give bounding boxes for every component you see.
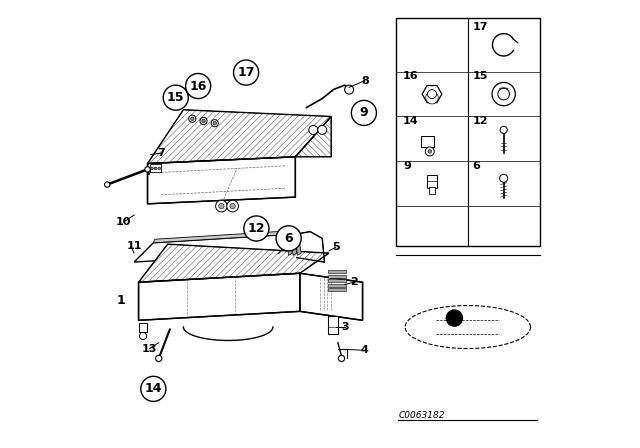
- Text: 5: 5: [332, 242, 339, 252]
- Circle shape: [309, 125, 318, 134]
- Circle shape: [446, 310, 463, 326]
- Text: 2: 2: [349, 277, 358, 287]
- Circle shape: [216, 200, 227, 212]
- Text: 10: 10: [116, 217, 131, 227]
- Circle shape: [428, 90, 436, 99]
- Text: 13: 13: [142, 344, 157, 353]
- Polygon shape: [134, 234, 298, 262]
- Text: 16: 16: [189, 79, 207, 93]
- Circle shape: [492, 82, 515, 106]
- Bar: [150, 164, 161, 172]
- Bar: [396, 18, 540, 246]
- Circle shape: [104, 182, 110, 187]
- Text: 7: 7: [157, 148, 165, 158]
- Polygon shape: [292, 244, 297, 255]
- Circle shape: [200, 117, 207, 125]
- Text: C0063182: C0063182: [398, 411, 445, 420]
- Circle shape: [150, 167, 154, 170]
- Circle shape: [428, 150, 431, 153]
- Circle shape: [230, 203, 236, 209]
- Polygon shape: [300, 273, 362, 320]
- Circle shape: [425, 147, 435, 156]
- Text: 4: 4: [361, 345, 369, 355]
- Circle shape: [191, 117, 194, 121]
- Circle shape: [244, 216, 269, 241]
- Circle shape: [154, 167, 157, 170]
- Bar: [328, 279, 346, 282]
- Bar: [140, 323, 147, 332]
- Text: 6: 6: [472, 161, 480, 171]
- Circle shape: [141, 376, 166, 401]
- Text: 15: 15: [472, 71, 488, 81]
- Text: 9: 9: [403, 161, 411, 171]
- Polygon shape: [296, 244, 301, 255]
- Circle shape: [227, 200, 239, 212]
- Circle shape: [202, 119, 205, 123]
- Bar: [429, 187, 435, 194]
- Polygon shape: [154, 230, 299, 243]
- Text: 12: 12: [472, 116, 488, 126]
- Circle shape: [351, 100, 376, 125]
- Text: 11: 11: [126, 241, 142, 251]
- Bar: [328, 275, 346, 278]
- Text: 3: 3: [341, 322, 348, 332]
- Polygon shape: [139, 244, 329, 282]
- Circle shape: [234, 60, 259, 85]
- Polygon shape: [422, 86, 442, 103]
- Circle shape: [213, 121, 216, 125]
- Polygon shape: [296, 116, 332, 157]
- Text: 14: 14: [145, 382, 162, 396]
- Text: 17: 17: [237, 66, 255, 79]
- Circle shape: [145, 167, 150, 172]
- Circle shape: [500, 126, 508, 134]
- Circle shape: [500, 174, 508, 182]
- Circle shape: [498, 88, 509, 100]
- Text: 15: 15: [167, 91, 184, 104]
- Circle shape: [163, 85, 188, 110]
- Circle shape: [317, 125, 327, 134]
- Text: 6: 6: [284, 232, 293, 245]
- Bar: [328, 270, 346, 273]
- Circle shape: [426, 91, 438, 104]
- Polygon shape: [148, 110, 332, 164]
- Text: 14: 14: [403, 116, 419, 126]
- Polygon shape: [148, 157, 296, 204]
- Polygon shape: [287, 244, 292, 255]
- Circle shape: [339, 355, 345, 362]
- Circle shape: [344, 85, 354, 94]
- Circle shape: [211, 120, 218, 127]
- Text: 12: 12: [248, 222, 265, 235]
- Text: 17: 17: [472, 22, 488, 32]
- Text: 16: 16: [403, 71, 419, 81]
- Text: 9: 9: [360, 106, 368, 120]
- Bar: [328, 316, 338, 334]
- Bar: [328, 288, 346, 291]
- Circle shape: [189, 115, 196, 122]
- Circle shape: [158, 167, 161, 170]
- Circle shape: [186, 73, 211, 99]
- Circle shape: [276, 226, 301, 251]
- Bar: [427, 175, 437, 188]
- Bar: [328, 284, 346, 287]
- Circle shape: [140, 332, 147, 340]
- Text: 1: 1: [116, 293, 125, 307]
- Bar: [421, 136, 435, 147]
- Circle shape: [156, 355, 162, 362]
- Circle shape: [219, 203, 224, 209]
- Text: 8: 8: [361, 76, 369, 86]
- Polygon shape: [279, 232, 324, 262]
- Polygon shape: [139, 273, 300, 320]
